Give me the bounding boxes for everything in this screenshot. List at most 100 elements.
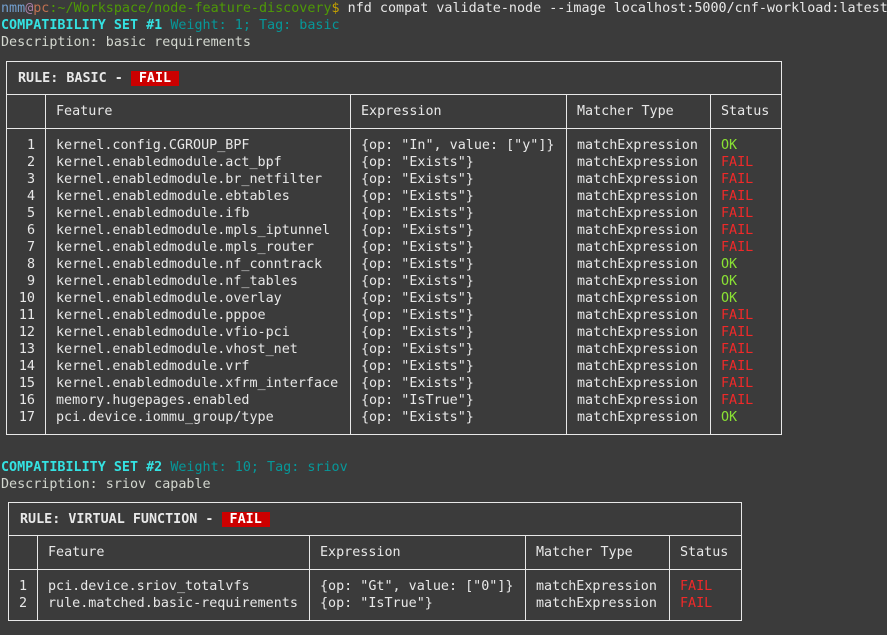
column-cells: {op: "Gt", value: ["0"]} {op: "IsTrue"} xyxy=(309,569,526,621)
column-header: Feature xyxy=(45,94,351,129)
body-row: 1 2 3 4 5 6 7 8 9 10 11 12 13 14 15 16 17 kernel.config.C… xyxy=(6,128,782,435)
status-cell: FAIL xyxy=(721,155,754,170)
row-number: 4 xyxy=(26,189,35,204)
row-number: 10 xyxy=(18,291,35,306)
matcher-type-cell: matchExpression xyxy=(577,393,698,408)
feature-cell: kernel.enabledmodule.ebtables xyxy=(56,189,290,204)
shell-prompt-line: nmm@pc:~/Workspace/node-feature-discover… xyxy=(1,0,887,17)
expression-cell: {op: "Gt", value: ["0"]} xyxy=(320,579,514,594)
column-header: Status xyxy=(710,94,782,129)
row-number: 6 xyxy=(26,223,35,238)
row-number: 7 xyxy=(26,240,35,255)
column-header: Expression xyxy=(309,535,526,570)
matcher-type-cell: matchExpression xyxy=(577,274,698,289)
status-cell: FAIL xyxy=(721,240,754,255)
matcher-type-cell: matchExpression xyxy=(577,376,698,391)
status-cell: FAIL xyxy=(721,376,754,391)
status-cell: OK xyxy=(721,138,738,153)
header-row: Feature Expression Matcher Type Status xyxy=(6,94,782,129)
row-number: 5 xyxy=(26,206,35,221)
rule-status-badge: FAIL xyxy=(221,511,270,527)
expression-cell: {op: "IsTrue"} xyxy=(361,393,474,408)
feature-cell: kernel.enabledmodule.vhost_net xyxy=(56,342,298,357)
set-meta: Weight: 1; Tag: basic xyxy=(170,18,340,33)
rule-title-row: RULE: BASIC - FAIL xyxy=(6,61,782,95)
rule-table: RULE: BASIC - FAIL Feature Expression Match… xyxy=(6,61,782,435)
expression-cell: {op: "Exists"} xyxy=(361,172,474,187)
expression-cell: {op: "Exists"} xyxy=(361,223,474,238)
row-number: 15 xyxy=(18,376,35,391)
rule-title-row: RULE: VIRTUAL FUNCTION - FAIL xyxy=(8,502,742,536)
status-cell: FAIL xyxy=(721,206,754,221)
feature-cell: kernel.enabledmodule.overlay xyxy=(56,291,282,306)
matcher-type-cell: matchExpression xyxy=(577,138,698,153)
column-header xyxy=(6,94,46,129)
status-cell: FAIL xyxy=(721,342,754,357)
expression-cell: {op: "Exists"} xyxy=(361,308,474,323)
matcher-type-cell: matchExpression xyxy=(577,342,698,357)
row-number: 13 xyxy=(18,342,35,357)
status-cell: FAIL xyxy=(721,308,754,323)
prompt-at: @ xyxy=(25,1,34,16)
status-cell: OK xyxy=(721,274,738,289)
row-number: 2 xyxy=(26,155,35,170)
rule-label: RULE: VIRTUAL FUNCTION - xyxy=(20,511,222,527)
feature-cell: kernel.enabledmodule.nf_tables xyxy=(56,274,298,289)
matcher-type-cell: matchExpression xyxy=(577,240,698,255)
expression-cell: {op: "Exists"} xyxy=(361,155,474,170)
prompt-user: nmm xyxy=(1,1,26,16)
feature-cell: rule.matched.basic-requirements xyxy=(48,596,298,611)
prompt-dollar: $ xyxy=(331,1,348,16)
row-number: 1 xyxy=(18,579,27,594)
expression-cell: {op: "Exists"} xyxy=(361,376,474,391)
column-cells: matchExpression matchExpression matchExpre… xyxy=(566,128,711,435)
prompt-path: :~/Workspace/node-feature-discovery xyxy=(49,1,332,16)
rule-status-badge: FAIL xyxy=(130,70,180,86)
rule-title: RULE: BASIC - FAIL xyxy=(6,61,782,95)
rule-label: RULE: BASIC - xyxy=(18,70,131,86)
expression-cell: {op: "Exists"} xyxy=(361,325,474,340)
row-number: 3 xyxy=(26,172,35,187)
command-text: nfd compat validate-node --image localho… xyxy=(347,1,887,16)
feature-cell: kernel.enabledmodule.mpls_router xyxy=(56,240,314,255)
expression-cell: {op: "Exists"} xyxy=(361,410,474,425)
set-description: Description: basic requirements xyxy=(1,35,251,50)
rule-title: RULE: VIRTUAL FUNCTION - FAIL xyxy=(8,502,742,536)
feature-cell: pci.device.sriov_totalvfs xyxy=(48,579,250,594)
matcher-type-cell: matchExpression xyxy=(577,291,698,306)
set-title: COMPATIBILITY SET #1 xyxy=(1,18,163,33)
expression-cell: {op: "Exists"} xyxy=(361,342,474,357)
feature-cell: kernel.enabledmodule.br_netfilter xyxy=(56,172,323,187)
column-header: Matcher Type xyxy=(525,535,670,570)
row-number: 8 xyxy=(26,257,35,272)
matcher-type-cell: matchExpression xyxy=(577,257,698,272)
column-header: Expression xyxy=(350,94,567,129)
set-description: Description: sriov capable xyxy=(1,477,211,492)
column-cells: matchExpression matchExpression xyxy=(525,569,670,621)
status-cell: FAIL xyxy=(680,579,713,594)
feature-cell: kernel.enabledmodule.pppoe xyxy=(56,308,266,323)
feature-cell: kernel.enabledmodule.ifb xyxy=(56,206,250,221)
expression-cell: {op: "Exists"} xyxy=(361,359,474,374)
feature-cell: memory.hugepages.enabled xyxy=(56,393,250,408)
status-cell: OK xyxy=(721,410,738,425)
column-header xyxy=(8,535,38,570)
status-cell: FAIL xyxy=(680,596,713,611)
row-number: 2 xyxy=(18,596,27,611)
expression-cell: {op: "IsTrue"} xyxy=(320,596,433,611)
feature-cell: kernel.enabledmodule.mpls_iptunnel xyxy=(56,223,331,238)
matcher-type-cell: matchExpression xyxy=(577,308,698,323)
row-number: 1 xyxy=(26,138,35,153)
matcher-type-cell: matchExpression xyxy=(577,155,698,170)
column-cells: 1 2 3 4 5 6 7 8 9 10 11 12 13 14 15 16 17 xyxy=(6,128,46,435)
header-row: Feature Expression Matcher Type Status xyxy=(8,535,742,570)
status-cell: FAIL xyxy=(721,223,754,238)
column-cells: OK FAIL FAIL FAIL FAIL FAIL FAIL OK OK OK FAIL FAIL… xyxy=(710,128,782,435)
expression-cell: {op: "Exists"} xyxy=(361,274,474,289)
row-number: 14 xyxy=(18,359,35,374)
feature-cell: kernel.config.CGROUP_BPF xyxy=(56,138,250,153)
status-cell: FAIL xyxy=(721,189,754,204)
matcher-type-cell: matchExpression xyxy=(536,579,657,594)
expression-cell: {op: "Exists"} xyxy=(361,189,474,204)
expression-cell: {op: "Exists"} xyxy=(361,206,474,221)
